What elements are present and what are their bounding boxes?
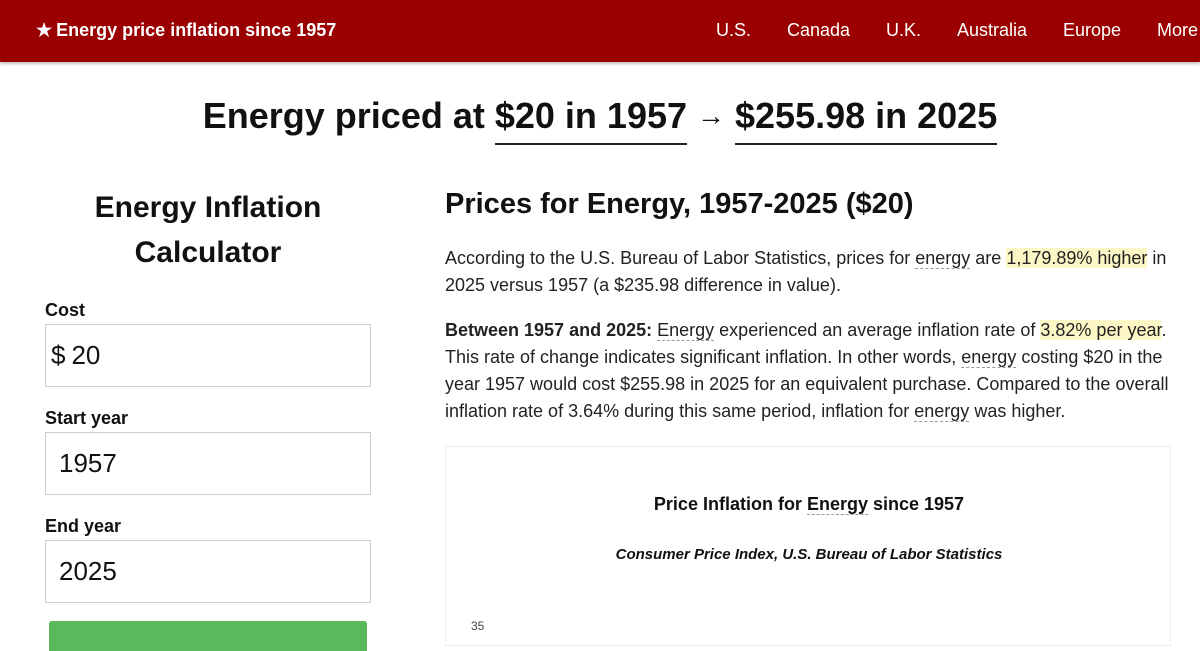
cost-label: Cost xyxy=(45,300,85,320)
chart-subtitle: Consumer Price Index, U.S. Bureau of Lab… xyxy=(615,546,1003,563)
star-icon: ★ xyxy=(36,20,53,40)
headline-end-value: $255.98 in 2025 xyxy=(735,95,998,145)
country-nav: U.S. Canada U.K. Australia Europe More xyxy=(0,20,1200,44)
page-headline: Energy priced at $20 in 1957 → $255.98 in … xyxy=(0,95,1200,145)
nav-link-europe[interactable]: Europe xyxy=(1063,20,1122,40)
rate-highlight: 3.82% per year xyxy=(1040,320,1162,340)
nav-link-canada[interactable]: Canada xyxy=(787,20,851,40)
nav-link-more[interactable]: More xyxy=(1157,20,1199,40)
end-year-label: End year xyxy=(45,516,122,536)
end-year-value: 2025 xyxy=(59,556,117,586)
nav-link-uk[interactable]: U.K. xyxy=(886,20,922,40)
nav-link-australia[interactable]: Australia xyxy=(957,20,1028,40)
start-year-label: Start year xyxy=(45,408,129,428)
chart-title: Price Inflation for Energy since 1957 xyxy=(653,494,965,515)
headline-start-value: $20 in 1957 xyxy=(494,95,688,145)
energy-term-link[interactable]: Energy xyxy=(657,320,715,341)
percent-highlight: 1,179.89% higher xyxy=(1006,248,1148,268)
calculate-button[interactable] xyxy=(49,621,367,651)
top-navigation-bar: ★ Energy price inflation since 1957 U.S. … xyxy=(0,0,1200,62)
article-title: Prices for Energy, 1957-2025 ($20) xyxy=(445,188,914,220)
site-brand-label: Energy price inflation since 1957 xyxy=(56,20,337,40)
cost-input[interactable]: $20 xyxy=(45,324,371,387)
nav-link-us[interactable]: U.S. xyxy=(716,20,752,40)
energy-term-link[interactable]: energy xyxy=(961,347,1017,368)
y-axis-tick-label: 35 xyxy=(471,619,485,633)
energy-term-link[interactable]: energy xyxy=(914,401,970,422)
start-year-input[interactable]: 1957 xyxy=(45,432,371,495)
headline-prefix: Energy priced at xyxy=(202,95,485,136)
cost-input-value: 20 xyxy=(71,340,101,370)
summary-paragraph: According to the U.S. Bureau of Labor St… xyxy=(445,248,1167,295)
site-brand-link[interactable]: ★ Energy price inflation since 1957 xyxy=(36,20,336,41)
detail-paragraph: Between 1957 and 2025: Energy experience… xyxy=(445,320,1169,422)
energy-term-link[interactable]: Energy xyxy=(806,494,868,515)
end-year-input[interactable]: 2025 xyxy=(45,540,371,603)
energy-term-link[interactable]: energy xyxy=(915,248,971,269)
dollar-prefix: $ xyxy=(51,340,66,370)
period-lead: Between 1957 and 2025: xyxy=(445,320,653,340)
inflation-chart: Price Inflation for Energy since 1957 Co… xyxy=(445,446,1171,646)
arrow-right-icon: → xyxy=(697,100,726,131)
start-year-value: 1957 xyxy=(59,448,117,478)
calculator-title: Energy Inflation Calculator xyxy=(94,191,322,269)
